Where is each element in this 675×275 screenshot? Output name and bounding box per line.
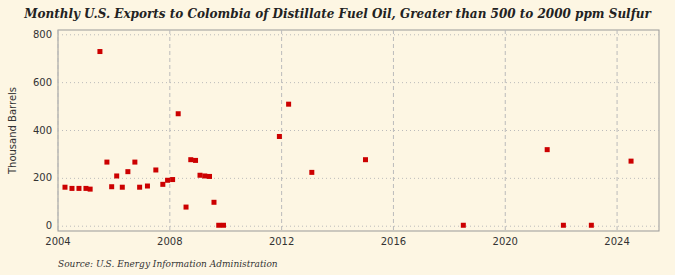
point	[62, 185, 67, 190]
point	[221, 223, 226, 228]
y-grid-line	[58, 178, 659, 179]
point	[193, 158, 198, 163]
x-tick-label: 2016	[381, 236, 406, 247]
x-tick-label: 2024	[604, 236, 629, 247]
background	[0, 0, 675, 275]
point	[114, 173, 119, 178]
point	[137, 185, 142, 190]
y-tick-label: 200	[33, 172, 52, 183]
point	[461, 223, 466, 228]
y-tick-label: 800	[33, 29, 52, 40]
point	[202, 173, 207, 178]
x-grid-line	[58, 30, 59, 231]
y-tick-label: 600	[33, 77, 52, 88]
x-tick-label: 2012	[269, 236, 294, 247]
x-grid-line	[617, 30, 618, 231]
y-grid-line	[58, 82, 659, 83]
point	[97, 49, 102, 54]
grid	[58, 30, 659, 231]
point	[629, 159, 634, 164]
y-tick-label: 0	[46, 220, 52, 231]
x-tick-label: 2004	[45, 236, 70, 247]
point	[545, 147, 550, 152]
y-axis-label: Thousand Barrels	[7, 87, 18, 175]
point	[184, 205, 189, 210]
point	[277, 134, 282, 139]
point	[216, 223, 221, 228]
point	[120, 185, 125, 190]
source: Source: U.S. Energy Information Administ…	[58, 259, 278, 269]
point	[104, 160, 109, 165]
x-tick-label: 2020	[493, 236, 518, 247]
point	[125, 169, 130, 174]
point	[198, 173, 203, 178]
x-grid-line	[393, 30, 394, 231]
title: Monthly U.S. Exports to Colombia of Dist…	[23, 7, 652, 21]
point	[76, 186, 81, 191]
point	[145, 184, 150, 189]
point	[170, 177, 175, 182]
point	[561, 223, 566, 228]
plot-frame	[58, 30, 659, 231]
point	[207, 174, 212, 179]
point	[165, 178, 170, 183]
point	[363, 157, 368, 162]
point	[309, 170, 314, 175]
point	[160, 182, 165, 187]
point	[286, 102, 291, 107]
y-grid-line	[58, 130, 659, 131]
y-tick-label: 400	[33, 125, 52, 136]
y-grid-line	[58, 226, 659, 227]
y-grid-line	[58, 34, 659, 35]
x-grid-line	[169, 30, 170, 231]
x-grid-line	[281, 30, 282, 231]
chart: 0 200 400 600 800 2004 2008 2012 2016 2020 2024 Mon…	[0, 0, 675, 275]
point	[176, 111, 181, 116]
point	[153, 167, 158, 172]
point	[69, 186, 74, 191]
point	[589, 223, 594, 228]
x-tick-label: 2008	[157, 236, 182, 247]
point	[211, 200, 216, 205]
point	[132, 160, 137, 165]
point	[88, 187, 93, 192]
points	[62, 49, 633, 228]
point	[109, 184, 114, 189]
point	[188, 157, 193, 162]
x-grid-line	[505, 30, 506, 231]
